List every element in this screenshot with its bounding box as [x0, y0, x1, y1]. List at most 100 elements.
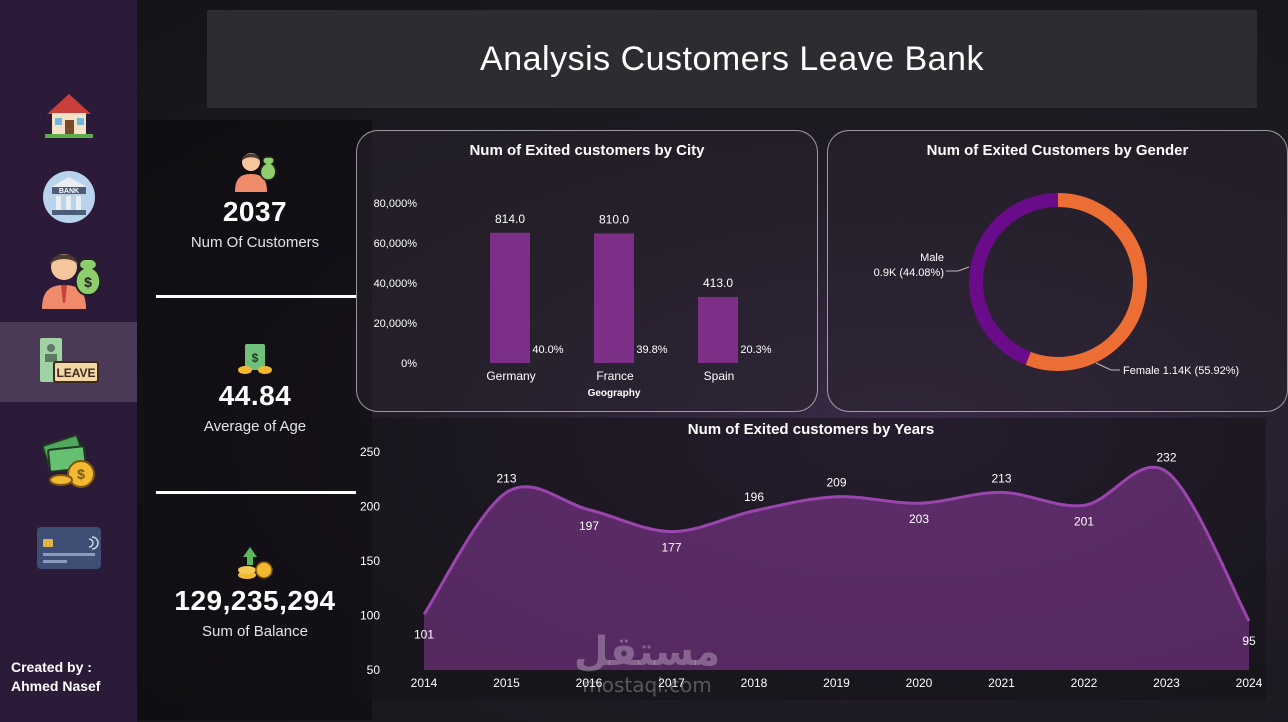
- city-bar: [490, 232, 530, 363]
- watermark-arabic: مستقل: [573, 629, 721, 675]
- credit-author: Ahmed Nasef: [11, 678, 101, 694]
- city-value-label: 814.0: [495, 212, 525, 226]
- gender-male-label: 0.9K (44.08%): [874, 267, 944, 279]
- kpi-age: $ 44.84 Average of Age: [155, 342, 355, 435]
- years-x-tick: 2018: [741, 676, 768, 690]
- years-area-line: [422, 465, 1251, 622]
- dollar-sign-icon: $: [252, 351, 259, 365]
- title-bar: Analysis Customers Leave Bank: [207, 10, 1257, 108]
- kpi-customers-label: Num Of Customers: [190, 234, 320, 251]
- years-x-tick: 2017: [658, 676, 685, 690]
- watermark: مستقل mostaql.com: [562, 630, 732, 696]
- years-x-tick: 2022: [1071, 676, 1098, 690]
- city-percent-label: 40.0%: [532, 344, 563, 356]
- gender-chart-panel: Num of Exited Customers by Gender Male 0.…: [827, 130, 1288, 412]
- gender-male-leader: [946, 266, 970, 272]
- credit-card-icon: [36, 527, 101, 569]
- years-data-label: 196: [744, 490, 764, 504]
- bank-icon-label: BANK: [58, 188, 78, 195]
- page-title: Analysis Customers Leave Bank: [480, 39, 984, 78]
- coins-growth-icon: [238, 547, 273, 579]
- gender-slice-male: [969, 193, 1058, 365]
- city-y-tick: 60,000%: [374, 238, 418, 250]
- sidebar: BANK $ LEAVE: [0, 0, 137, 722]
- kpi-divider: [156, 295, 356, 298]
- city-y-tick: 20,000%: [374, 318, 418, 330]
- kpi-balance: 129,235,294 Sum of Balance: [155, 545, 355, 640]
- credit-line-1: Created by :: [11, 659, 92, 675]
- nav-money[interactable]: $: [0, 420, 137, 500]
- city-percent-label: 20.3%: [740, 344, 771, 356]
- years-x-tick: 2023: [1153, 676, 1180, 690]
- years-data-label: 197: [579, 519, 599, 533]
- dollar-sign-icon: $: [84, 274, 92, 290]
- kpi-balance-label: Sum of Balance: [202, 623, 308, 640]
- city-bar: [698, 296, 738, 363]
- years-data-label: 232: [1156, 451, 1176, 465]
- city-bar-chart: 80,000% 60,000% 40,000% 20,000% 0% 814.0 40.0%…: [374, 198, 772, 399]
- nav-home[interactable]: [0, 75, 137, 155]
- city-y-tick: 40,000%: [374, 278, 418, 290]
- city-percent-label: 39.8%: [636, 344, 667, 356]
- years-area-fill: [424, 467, 1249, 670]
- city-x-axis-label: Geography: [588, 388, 641, 399]
- home-icon: [44, 94, 93, 138]
- credit: Created by : Ahmed Nasef: [11, 658, 100, 696]
- years-data-label: 209: [826, 476, 846, 490]
- years-data-label: 101: [414, 627, 434, 641]
- bank-icon: BANK: [42, 171, 95, 223]
- years-data-label: 213: [991, 471, 1011, 485]
- years-y-tick: 150: [360, 554, 380, 568]
- nav-bank[interactable]: BANK: [0, 157, 137, 237]
- years-y-tick: 50: [367, 663, 381, 677]
- years-y-tick: 100: [360, 609, 380, 623]
- city-y-tick: 80,000%: [374, 198, 418, 210]
- gender-male-name: Male: [920, 252, 944, 264]
- gender-chart-title: Num of Exited Customers by Gender: [926, 142, 1189, 159]
- years-chart-title: Num of Exited customers by Years: [687, 421, 935, 438]
- city-y-tick: 0%: [401, 358, 417, 370]
- years-x-tick: 2020: [906, 676, 933, 690]
- nav-leave[interactable]: LEAVE: [0, 322, 137, 402]
- gender-slice-female: [1025, 193, 1147, 371]
- years-data-label: 203: [909, 512, 929, 526]
- years-data-label: 177: [661, 541, 681, 555]
- nav-customer[interactable]: $: [0, 236, 137, 316]
- kpi-customers-value: 2037: [222, 196, 288, 227]
- city-value-label: 810.0: [599, 212, 629, 226]
- years-x-tick: 2016: [576, 676, 603, 690]
- leave-icon: LEAVE: [39, 338, 99, 383]
- leave-icon-label: LEAVE: [56, 366, 95, 380]
- kpi-balance-value: 129,235,294: [174, 585, 336, 616]
- years-x-tick: 2019: [823, 676, 850, 690]
- city-bar: [594, 233, 634, 363]
- years-data-label: 201: [1074, 514, 1094, 528]
- years-y-tick: 200: [360, 500, 380, 514]
- coin-dollar-icon: $: [77, 466, 85, 482]
- years-data-label: 95: [1242, 634, 1256, 648]
- city-chart-panel: Num of Exited customers by City 80,000% 6…: [356, 130, 818, 412]
- years-data-label: 213: [496, 471, 516, 485]
- kpi-age-value: 44.84: [218, 380, 292, 411]
- nav-card[interactable]: [0, 508, 137, 588]
- money-icon: $: [41, 434, 95, 488]
- gender-female-leader: [1095, 362, 1120, 371]
- years-x-tick: 2014: [411, 676, 438, 690]
- kpi-customers: 2037 Num Of Customers: [155, 146, 355, 251]
- money-stack-icon: $: [238, 344, 272, 374]
- years-x-tick: 2021: [988, 676, 1015, 690]
- city-x-tick: Germany: [486, 369, 535, 383]
- kpi-column: [137, 120, 372, 720]
- years-area-chart: 250 200 150 100 50 101 213 197 177 196 209 203 213 20…: [360, 445, 1263, 690]
- kpi-age-label: Average of Age: [203, 418, 307, 435]
- watermark-latin: mostaql.com: [582, 673, 712, 697]
- years-x-tick: 2024: [1236, 676, 1263, 690]
- customer-icon: [235, 153, 277, 192]
- gender-female-label: Female 1.14K (55.92%): [1123, 365, 1239, 377]
- years-y-tick: 250: [360, 445, 380, 459]
- city-x-tick: Spain: [704, 369, 735, 383]
- gender-donut-chart: Male 0.9K (44.08%) Female 1.14K (55.92%): [874, 193, 1239, 377]
- kpi-divider: [156, 491, 356, 494]
- years-x-tick: 2015: [493, 676, 520, 690]
